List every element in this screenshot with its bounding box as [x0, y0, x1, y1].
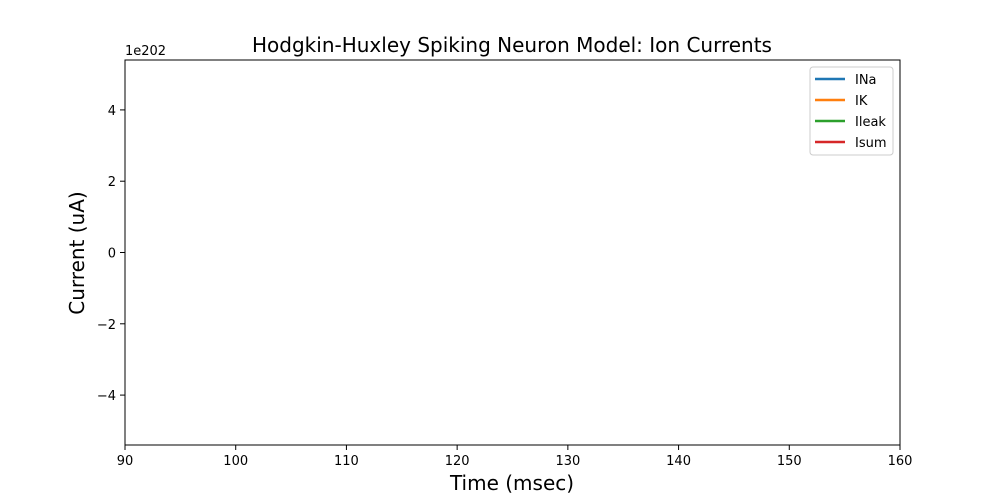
y-tick-label: −2 — [97, 318, 116, 333]
x-tick-label: 120 — [445, 454, 470, 469]
x-tick-label: 150 — [777, 454, 802, 469]
y-tick-label: 2 — [108, 175, 116, 190]
x-tick-label: 110 — [334, 454, 359, 469]
legend-label: Ileak — [855, 115, 886, 130]
legend-label: INa — [855, 73, 877, 88]
axes-frame — [124, 59, 901, 446]
x-tick-label: 160 — [888, 454, 913, 469]
y-axis-ticks: −4 −2 0 2 4 — [97, 104, 125, 404]
legend: INa IK Ileak Isum — [809, 66, 894, 156]
x-axis-ticks: 90 100 110 120 130 140 150 160 — [117, 445, 913, 469]
y-axis-offset-label: 1e202 — [125, 44, 166, 59]
y-tick-label: −4 — [97, 389, 116, 404]
legend-label: Isum — [855, 136, 887, 151]
x-axis-label: Time (msec) — [449, 471, 574, 495]
y-tick-label: 0 — [108, 247, 116, 262]
y-axis-label: Current (uA) — [65, 191, 89, 314]
x-tick-label: 100 — [223, 454, 248, 469]
legend-label: IK — [855, 94, 868, 109]
x-tick-label: 130 — [555, 454, 580, 469]
y-tick-label: 4 — [108, 104, 116, 119]
x-tick-label: 140 — [666, 454, 691, 469]
chart-title: Hodgkin-Huxley Spiking Neuron Model: Ion… — [252, 33, 772, 57]
legend-box — [809, 66, 894, 156]
x-tick-label: 90 — [117, 454, 134, 469]
